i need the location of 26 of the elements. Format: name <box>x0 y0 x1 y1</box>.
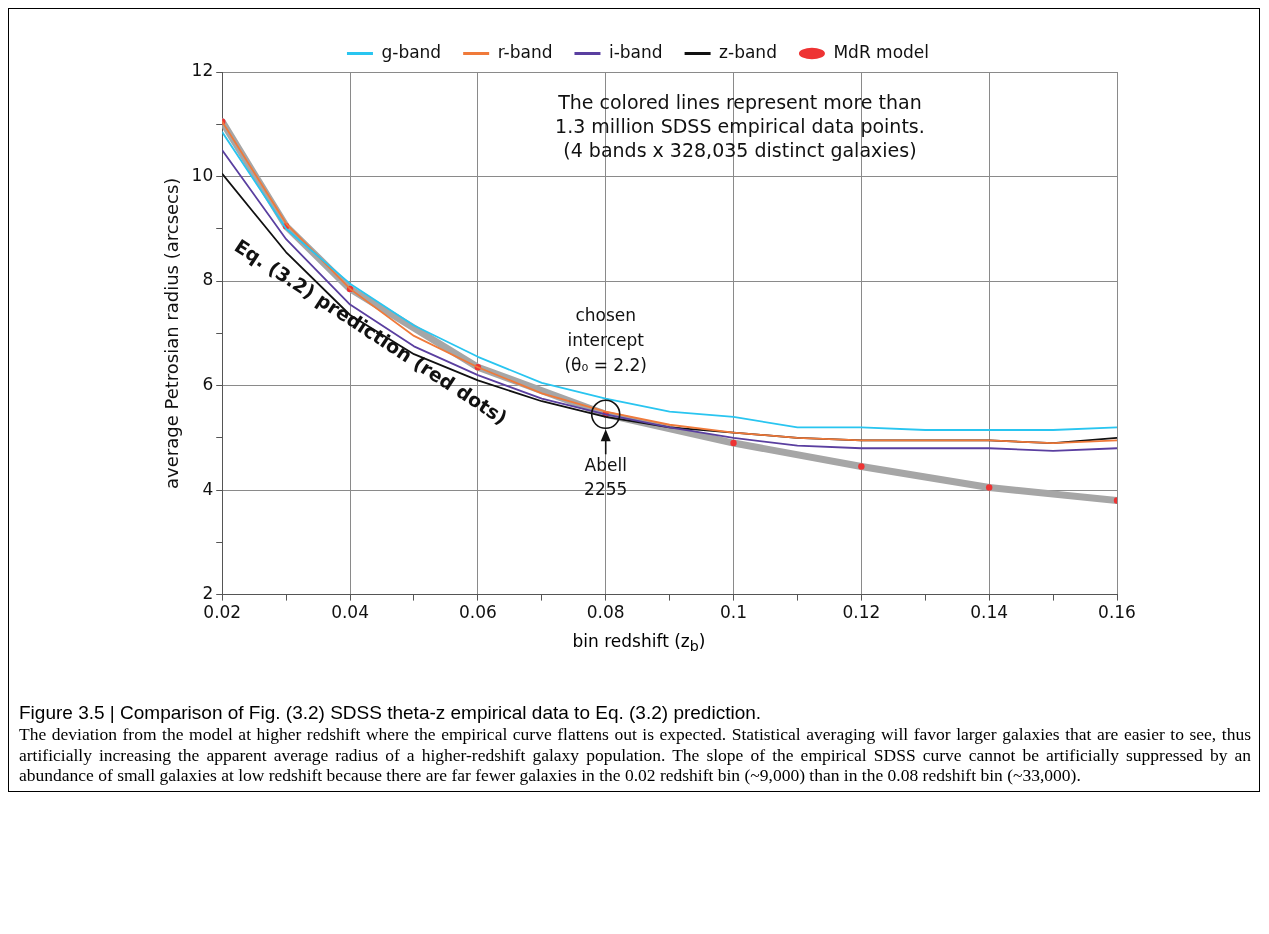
y-tick-label: 2 <box>202 583 214 604</box>
y-tick-label: 6 <box>202 373 214 394</box>
legend-label: r-band <box>497 41 553 62</box>
caption: Figure 3.5 | Comparison of Fig. (3.2) SDSS theta-z empirical data to Eq. (3.2) prediction. <box>19 702 763 725</box>
x-tick-label: 0.16 <box>1098 602 1136 623</box>
legend-label: MdR model <box>833 41 930 62</box>
legend-label: i-band <box>608 41 663 62</box>
annotation: Abell 2255 <box>584 454 628 499</box>
y-axis-title: average Petrosian radius (arcsecs) <box>161 177 183 489</box>
legend-label: z-band <box>719 41 777 62</box>
y-tick-label: 4 <box>202 478 214 499</box>
x-tick-label: 0.14 <box>970 602 1009 623</box>
text: The deviation from the model at higher redshift where the empirical curve flattens out is expected. Statistical averaging will favor larger galaxies that are easier to see, thus artificially increasing the apparent average radius of a higher-redshift galaxy population. The slope of the empirical SDSS curve cannot be artificially suppressed by an abundance of small galaxies at low redshift because there are far fewer galaxies in the 0.02 redshift bin (~9,000) than in the 0.08 redshift bin (~33,000). <box>19 724 1251 785</box>
y-tick-label: 8 <box>202 269 214 290</box>
x-tick-label: 0.12 <box>842 602 881 623</box>
x-tick-label: 0.06 <box>458 602 497 623</box>
x-tick-label: 0.02 <box>203 602 242 623</box>
annotation: The colored lines represent more than 1.3 million SDSS empirical data points. (4 bands x 328,035 distinct galaxies) <box>555 90 925 161</box>
annotation: chosen intercept (θ₀ = 2.2) <box>564 304 647 375</box>
legend-label: g-band <box>381 41 442 62</box>
x-tick-label: 0.08 <box>586 602 625 623</box>
y-tick-label: 12 <box>191 60 214 81</box>
x-tick-label: 0.1 <box>720 602 748 623</box>
x-axis-title: bin redshift (z$_{b}$) <box>571 631 707 655</box>
y-tick-label: 10 <box>191 164 214 185</box>
x-tick-label: 0.04 <box>331 602 369 623</box>
